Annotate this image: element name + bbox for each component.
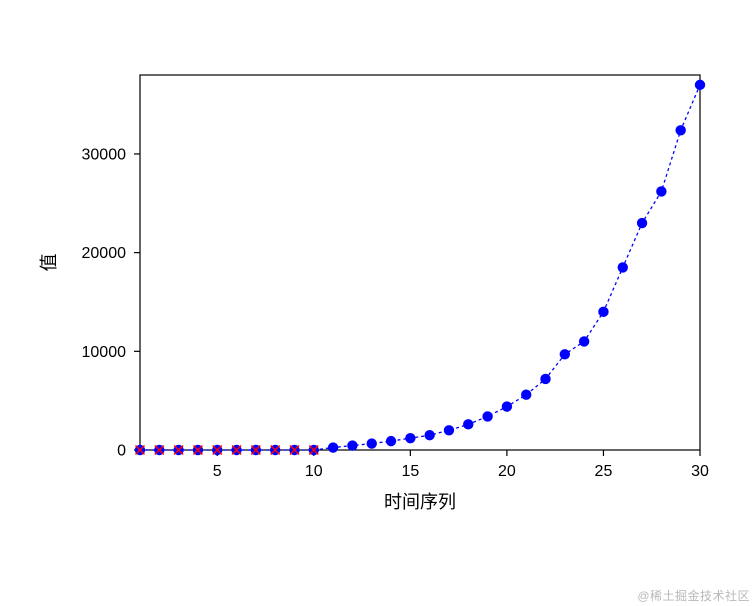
x-tick-label: 5 xyxy=(213,463,222,480)
series-point xyxy=(386,436,396,446)
series-point xyxy=(637,218,647,228)
series-point xyxy=(598,307,608,317)
series-point xyxy=(482,411,492,421)
x-tick-label: 20 xyxy=(498,463,516,480)
series-point xyxy=(540,374,550,384)
series-point xyxy=(560,349,570,359)
series-point xyxy=(675,125,685,135)
series-point xyxy=(463,419,473,429)
series-point xyxy=(367,438,377,448)
series-point xyxy=(579,336,589,346)
series-point xyxy=(424,430,434,440)
y-tick-label: 0 xyxy=(117,443,126,460)
series-point xyxy=(656,186,666,196)
series-point xyxy=(444,425,454,435)
x-axis-label: 时间序列 xyxy=(384,492,456,512)
y-tick-label: 10000 xyxy=(82,344,127,361)
y-tick-label: 20000 xyxy=(82,245,127,262)
series-point xyxy=(347,440,357,450)
series-point xyxy=(405,433,415,443)
x-tick-label: 10 xyxy=(305,463,323,480)
series-line xyxy=(140,85,700,450)
series-point xyxy=(328,442,338,452)
scatter-line-chart: 5 10 15 20 25 30 0 10000 20000 30000 时间序列 值 xyxy=(0,0,756,606)
series-point xyxy=(502,401,512,411)
y-axis-label: 值 xyxy=(39,254,59,272)
x-tick-label: 15 xyxy=(401,463,419,480)
series-point xyxy=(521,390,531,400)
watermark-text: @稀土掘金技术社区 xyxy=(637,587,750,604)
y-tick-label: 30000 xyxy=(82,147,127,164)
x-tick-label: 25 xyxy=(595,463,613,480)
series-point xyxy=(695,80,705,90)
chart-container: 5 10 15 20 25 30 0 10000 20000 30000 时间序列 值 xyxy=(0,0,756,606)
series-point xyxy=(618,262,628,272)
x-tick-label: 30 xyxy=(691,463,709,480)
plot-border xyxy=(140,75,700,450)
